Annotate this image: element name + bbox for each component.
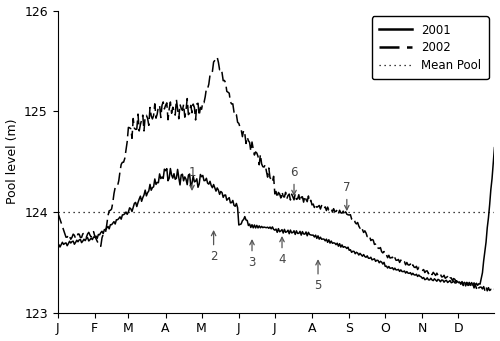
2001 xyxy=(174,167,180,172)
2001 xyxy=(474,283,480,287)
Text: 6: 6 xyxy=(290,166,298,195)
2002 xyxy=(490,289,496,293)
Text: 3: 3 xyxy=(248,240,256,269)
2002 xyxy=(54,210,60,214)
Legend: 2001, 2002, Mean Pool: 2001, 2002, Mean Pool xyxy=(372,16,488,79)
2002 xyxy=(232,114,238,118)
2002 xyxy=(430,270,436,275)
Line: 2001: 2001 xyxy=(58,148,494,285)
2001 xyxy=(228,201,234,205)
Mean Pool xyxy=(54,210,60,214)
2002 xyxy=(472,282,478,286)
2002 xyxy=(230,102,236,106)
Text: 1: 1 xyxy=(188,166,196,190)
2001 xyxy=(54,243,60,247)
2001 xyxy=(147,182,153,187)
Line: 2002: 2002 xyxy=(58,57,494,291)
Text: 4: 4 xyxy=(278,237,286,266)
2002 xyxy=(492,287,498,291)
Y-axis label: Pool level (m): Pool level (m) xyxy=(6,119,18,204)
2001 xyxy=(429,278,435,282)
2002 xyxy=(174,107,180,111)
2002 xyxy=(147,105,153,109)
Text: 5: 5 xyxy=(314,261,322,293)
Text: 7: 7 xyxy=(343,181,350,210)
Mean Pool xyxy=(54,210,60,214)
2001 xyxy=(492,146,498,150)
2001 xyxy=(471,281,477,285)
Text: 2: 2 xyxy=(210,231,218,263)
2001 xyxy=(231,203,237,207)
2002 xyxy=(214,55,220,59)
